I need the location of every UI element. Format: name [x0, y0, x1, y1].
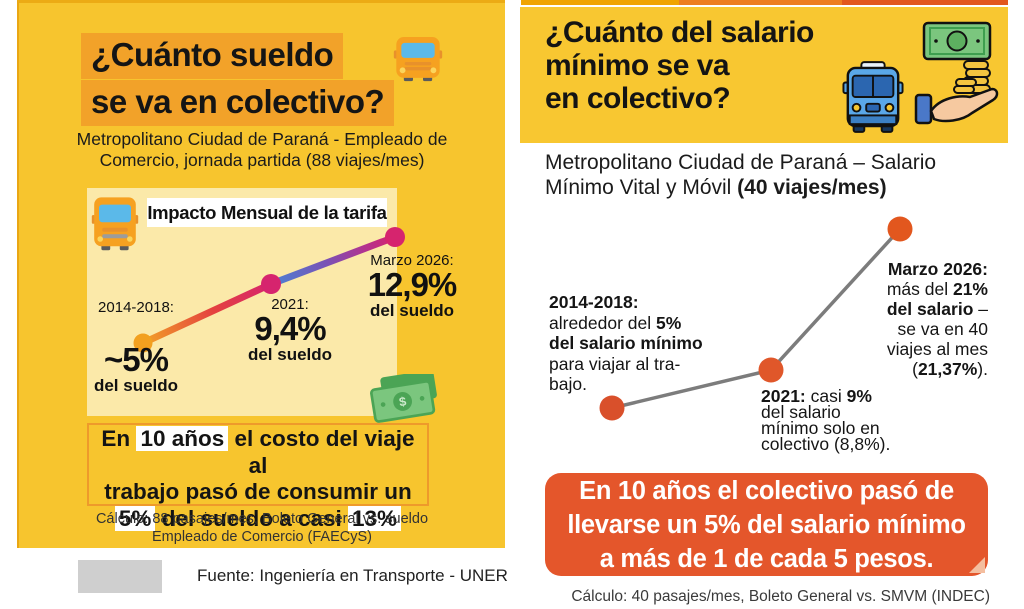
- label-line: mínimo solo en: [761, 418, 880, 438]
- left-subtitle-line1: Metropolitano Ciudad de Paraná - Emplead…: [76, 129, 448, 149]
- left-point-label-2026: Marzo 2026: 12,9% del sueldo: [357, 252, 467, 321]
- right-title: ¿Cuánto del salario mínimo se va en cole…: [545, 16, 814, 115]
- right-point-label-2021: 2021: casi 9% del salario mínimo solo en…: [761, 386, 926, 454]
- right-point-label-2026: Marzo 2026: más del 21% del salario – se…: [863, 259, 988, 379]
- label-line: alrededor del 5%: [549, 313, 729, 334]
- left-calc-note: Cálculo: 88 pasajes/mes, Boleto General …: [19, 510, 505, 546]
- right-title-line2: mínimo se va: [545, 49, 730, 82]
- takeaway-line2: trabajo pasó de consumir un: [104, 479, 412, 504]
- right-title-line1: ¿Cuánto del salario: [545, 16, 814, 49]
- bold-text-segment: 2014-2018:: [549, 292, 639, 312]
- money-hand-icon: [912, 19, 1002, 131]
- topbar-segment-yellow: [521, 0, 679, 5]
- period-label: 2021:: [271, 296, 309, 313]
- unit-label: del sueldo: [369, 301, 455, 320]
- label-line: (21,37%).: [863, 359, 988, 379]
- text-segment: –: [973, 299, 988, 319]
- right-header-block: ¿Cuánto del salario mínimo se va en cole…: [520, 7, 1008, 143]
- takeaway-line3: a más de 1 de cada 5 pesos.: [599, 545, 934, 573]
- bold-text-segment: del salario mínimo: [549, 333, 703, 353]
- logo-placeholder: [78, 560, 162, 593]
- left-title-line2: se va en colectivo?: [81, 80, 395, 126]
- bold-text-segment: 21,37%: [917, 359, 978, 379]
- label-line: del salario mínimo: [549, 333, 729, 354]
- text-segment: alrededor del: [549, 312, 657, 333]
- topbar-segment-red: [842, 0, 1008, 5]
- label-line: Marzo 2026:: [863, 259, 988, 279]
- value-label: 9,4%: [254, 310, 326, 347]
- unit-label: del sueldo: [247, 345, 333, 364]
- period-label: Marzo 2026:: [370, 252, 454, 269]
- bold-text-segment: 21%: [952, 279, 988, 299]
- data-point-2021: [758, 357, 784, 383]
- highlighted-text: 13%: [348, 505, 402, 531]
- bold-text-segment: (40 viajes/mes): [737, 176, 887, 199]
- period-label: 2014-2018:: [98, 299, 174, 316]
- calc-line1: Cálculo: 88 pasajes/mes, Boleto General …: [95, 511, 429, 527]
- left-title-line1: ¿Cuánto sueldo: [81, 33, 344, 79]
- text-segment: casi: [805, 386, 847, 406]
- label-line: más del 21%: [863, 279, 988, 299]
- data-point-2014-2018: [599, 395, 625, 421]
- bus-icon: [393, 32, 443, 82]
- value-label: ~5%: [104, 341, 169, 378]
- takeaway-line3: 5% del sueldo a casi 13%: [89, 505, 427, 533]
- label-line: para viajar al tra-: [549, 353, 681, 374]
- right-subtitle-line2: Mínimo Vital y Móvil (40 viajes/mes): [545, 175, 995, 200]
- right-subtitle-line1: Metropolitano Ciudad de Paraná – Salario: [545, 151, 937, 174]
- money-icon: $: [365, 374, 447, 426]
- label-line: se va en 40: [897, 319, 988, 339]
- text-segment: ).: [977, 359, 988, 379]
- left-takeaway-box: En 10 años el costo del viaje al trabajo…: [87, 423, 429, 531]
- text-segment: En: [101, 426, 137, 451]
- bold-text-segment: del salario: [886, 299, 974, 319]
- highlighted-text: 10 años: [136, 426, 229, 451]
- text-segment: Mínimo Vital y Móvil: [545, 176, 738, 199]
- left-chart-title-box: Impacto Mensual de la tarifa: [147, 198, 387, 227]
- bus-icon: [842, 59, 904, 135]
- right-calc-note: Cálculo: 40 pasajes/mes, Boleto General …: [571, 588, 990, 605]
- text-segment: (: [912, 359, 918, 379]
- value-label: 12,9%: [367, 266, 458, 303]
- svg-text:$: $: [398, 394, 407, 409]
- bold-text-segment: 5%: [656, 312, 682, 333]
- label-line: bajo.: [549, 374, 587, 394]
- left-subtitle: Metropolitano Ciudad de Paraná - Emplead…: [19, 129, 505, 171]
- source-credit: Fuente: Ingeniería en Transporte - UNER: [197, 566, 508, 585]
- left-point-label-2021: 2021: 9,4% del sueldo: [235, 296, 345, 365]
- calc-line2: Empleado de Comercio (FAECyS): [152, 529, 372, 545]
- highlighted-text: 5%: [114, 505, 156, 531]
- left-subtitle-line2: Comercio, jornada partida (88 viajes/mes…: [99, 150, 425, 170]
- left-infographic-card: ¿Cuánto sueldo se va en colectivo? Metro…: [17, 0, 505, 548]
- bus-icon: [91, 194, 139, 252]
- label-line: 2014-2018:: [549, 292, 729, 313]
- takeaway-line2: llevarse un 5% del salario mínimo: [567, 511, 966, 539]
- data-point-2026: [887, 216, 913, 242]
- text-segment: el costo del viaje al: [228, 426, 415, 478]
- page-curl-decoration: [969, 557, 985, 573]
- left-chart-title: Impacto Mensual de la tarifa: [147, 201, 387, 223]
- label-line: del salario –: [863, 299, 988, 319]
- takeaway-line1: En 10 años el costo del viaje al: [89, 426, 427, 479]
- text-segment: más del: [886, 279, 953, 299]
- label-line: del salario: [761, 402, 841, 422]
- unit-label: del sueldo: [93, 376, 179, 395]
- bold-text-segment: 9%: [846, 386, 872, 406]
- takeaway-line1: En 10 años el colectivo pasó de: [579, 477, 954, 505]
- right-takeaway-box: En 10 años el colectivo pasó de llevarse…: [545, 473, 988, 576]
- bold-text-segment: 2021:: [761, 386, 806, 406]
- label-line: colectivo (8,8%).: [761, 434, 891, 454]
- bold-text-segment: Marzo 2026:: [887, 259, 988, 279]
- topbar-segment-orange: [679, 0, 842, 5]
- left-point-label-2014: 2014-2018: ~5% del sueldo: [81, 299, 191, 396]
- label-line: 2021: casi 9%: [761, 386, 926, 406]
- right-subtitle: Metropolitano Ciudad de Paraná – Salario…: [545, 150, 995, 200]
- right-point-label-2014: 2014-2018: alrededor del 5% del salario …: [549, 292, 729, 395]
- right-title-line3: en colectivo?: [545, 82, 731, 115]
- label-line: viajes al mes: [886, 339, 988, 359]
- text-segment: del sueldo a casi: [155, 505, 349, 531]
